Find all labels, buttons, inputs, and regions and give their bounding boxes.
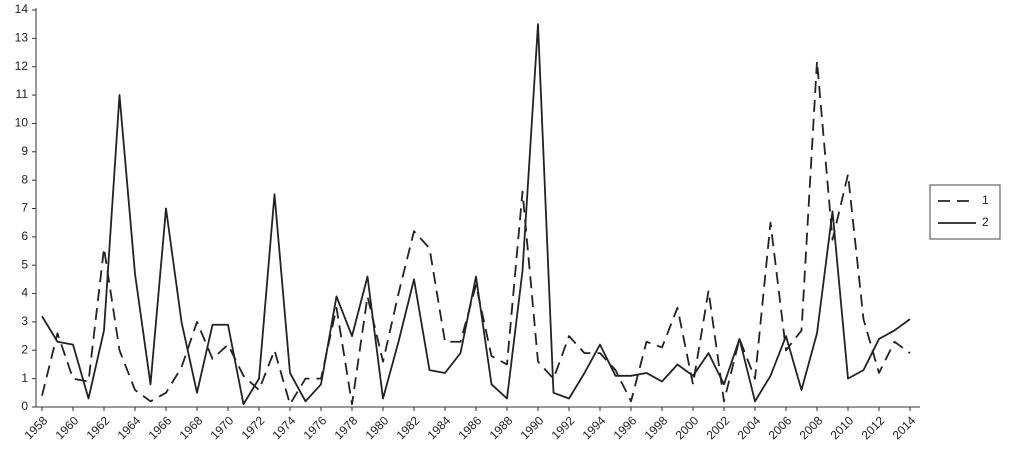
x-tick-label: 1998	[642, 413, 671, 442]
x-tick-label: 2000	[673, 413, 702, 442]
x-tick-label: 1986	[456, 413, 485, 442]
y-tick-label: 4	[21, 286, 28, 300]
x-tick-label: 1974	[270, 413, 299, 442]
x-tick-label: 1994	[580, 413, 609, 442]
x-tick-label: 1980	[363, 413, 392, 442]
x-tick-label: 1996	[611, 413, 640, 442]
x-tick-label: 1968	[177, 413, 206, 442]
y-tick-label: 9	[21, 144, 28, 158]
x-tick-label: 1972	[239, 413, 268, 442]
y-tick-label: 8	[21, 172, 28, 186]
y-tick-label: 0	[21, 399, 28, 413]
legend-box	[929, 184, 1001, 240]
x-tick-label: 2004	[735, 413, 764, 442]
y-tick-label: 6	[21, 229, 28, 243]
x-tick-label: 2014	[890, 413, 919, 442]
x-tick-label: 1990	[518, 413, 547, 442]
series-line	[41, 23, 911, 406]
y-tick-label: 14	[15, 2, 29, 16]
y-tick-label: 1	[21, 371, 28, 385]
x-tick-label: 1976	[301, 413, 330, 442]
x-tick-label: 1958	[22, 413, 51, 442]
y-tick-label: 3	[21, 314, 28, 328]
x-tick-label: 1970	[208, 413, 237, 442]
series-line	[41, 60, 911, 406]
x-tick-label: 1988	[487, 413, 516, 442]
x-tick-label: 1982	[394, 413, 423, 442]
x-tick-label: 1978	[332, 413, 361, 442]
y-tick-label: 13	[15, 31, 29, 45]
x-tick-label: 2010	[828, 413, 857, 442]
legend-label: 2	[982, 215, 989, 229]
legend-label: 1	[982, 193, 989, 207]
x-tick-label: 1992	[549, 413, 578, 442]
y-tick-label: 12	[15, 59, 29, 73]
x-tick-label: 1964	[115, 413, 144, 442]
y-tick-label: 5	[21, 257, 28, 271]
x-tick-label: 1966	[146, 413, 175, 442]
x-tick-label: 2012	[859, 413, 888, 442]
x-tick-label: 1960	[53, 413, 82, 442]
x-tick-label: 2008	[797, 413, 826, 442]
x-tick-label: 1962	[84, 413, 113, 442]
y-tick-label: 11	[16, 87, 29, 101]
x-tick-label: 2002	[704, 413, 733, 442]
y-tick-label: 10	[15, 116, 29, 130]
y-tick-label: 2	[21, 342, 28, 356]
x-tick-label: 2006	[766, 413, 795, 442]
x-tick-label: 1984	[425, 413, 454, 442]
y-tick-label: 7	[21, 201, 28, 215]
